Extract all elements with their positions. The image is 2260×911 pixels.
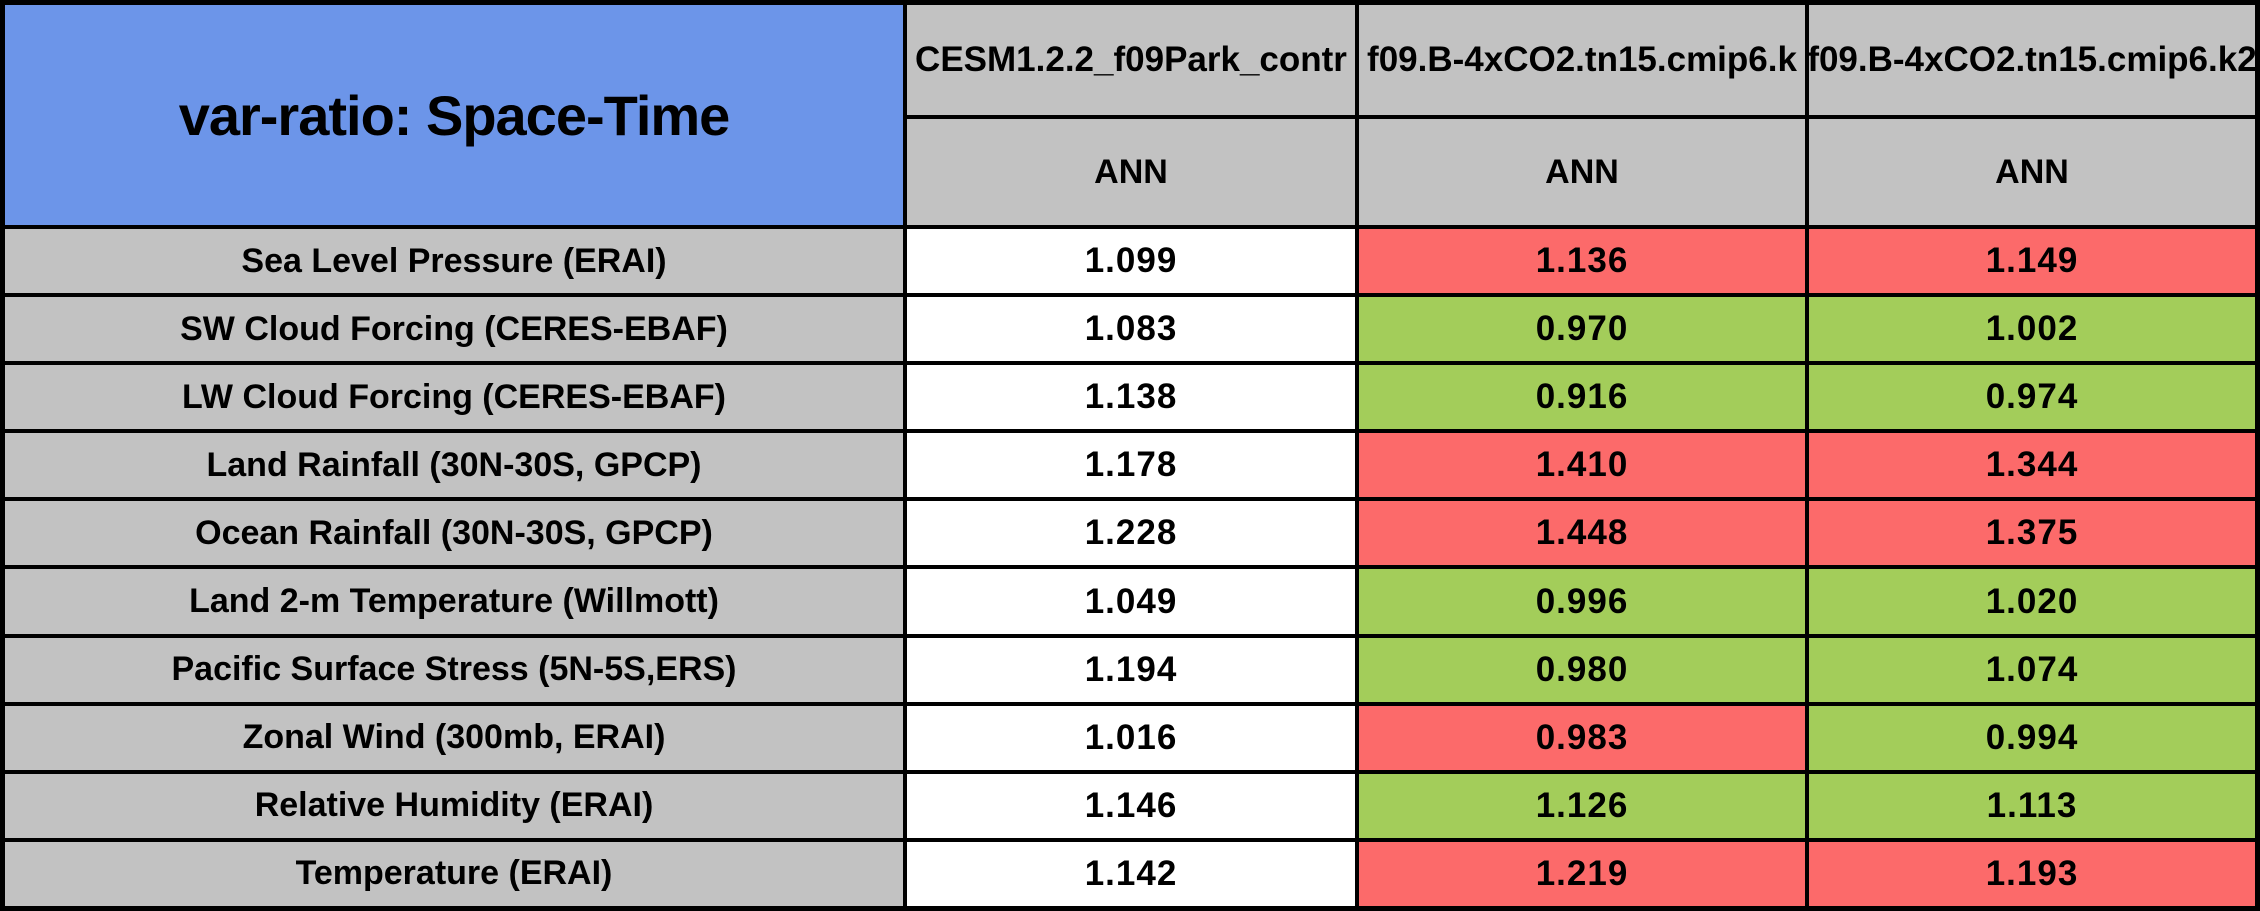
value-cell: 1.146	[905, 771, 1357, 840]
column-header-model-1: CESM1.2.2_f09Park_contr	[905, 3, 1357, 117]
value-cell: 1.410	[1357, 431, 1807, 500]
value-cell: 1.113	[1807, 771, 2257, 840]
value-cell: 1.020	[1807, 567, 2257, 636]
value-cell: 1.344	[1807, 431, 2257, 500]
value-cell: 0.916	[1357, 363, 1807, 432]
value-cell: 0.980	[1357, 635, 1807, 704]
column-header-model-3: f09.B-4xCO2.tn15.cmip6.k2	[1807, 3, 2257, 117]
row-label: Temperature (ERAI)	[3, 839, 905, 908]
value-cell: 1.193	[1807, 839, 2257, 908]
value-cell: 1.448	[1357, 499, 1807, 568]
value-cell: 1.083	[905, 295, 1357, 364]
row-label: SW Cloud Forcing (CERES-EBAF)	[3, 295, 905, 364]
column-header-model-2-text: f09.B-4xCO2.tn15.cmip6.k	[1367, 40, 1797, 79]
row-label: LW Cloud Forcing (CERES-EBAF)	[3, 363, 905, 432]
value-cell: 0.994	[1807, 703, 2257, 772]
value-cell: 1.138	[905, 363, 1357, 432]
value-cell: 1.136	[1357, 227, 1807, 296]
column-header-season-2: ANN	[1357, 117, 1807, 227]
value-cell: 1.375	[1807, 499, 2257, 568]
value-cell: 1.149	[1807, 227, 2257, 296]
value-cell: 1.002	[1807, 295, 2257, 364]
value-cell: 1.049	[905, 567, 1357, 636]
row-label: Zonal Wind (300mb, ERAI)	[3, 703, 905, 772]
value-cell: 0.974	[1807, 363, 2257, 432]
value-cell: 1.194	[905, 635, 1357, 704]
column-header-model-1-text: CESM1.2.2_f09Park_contr	[915, 40, 1347, 79]
value-cell: 0.970	[1357, 295, 1807, 364]
table-title-text: var-ratio: Space-Time	[178, 83, 731, 147]
column-header-season-1: ANN	[905, 117, 1357, 227]
table-title: var-ratio: Space-Time	[3, 3, 905, 227]
column-header-model-2: f09.B-4xCO2.tn15.cmip6.k	[1357, 3, 1807, 117]
value-cell: 1.126	[1357, 771, 1807, 840]
value-cell: 0.983	[1357, 703, 1807, 772]
row-label: Land Rainfall (30N-30S, GPCP)	[3, 431, 905, 500]
row-label: Sea Level Pressure (ERAI)	[3, 227, 905, 296]
value-cell: 1.219	[1357, 839, 1807, 908]
value-cell: 1.016	[905, 703, 1357, 772]
row-label: Ocean Rainfall (30N-30S, GPCP)	[3, 499, 905, 568]
column-header-model-3-text: f09.B-4xCO2.tn15.cmip6.k2	[1807, 40, 2257, 79]
row-label: Land 2-m Temperature (Willmott)	[3, 567, 905, 636]
value-cell: 1.099	[905, 227, 1357, 296]
value-cell: 1.142	[905, 839, 1357, 908]
column-header-season-3: ANN	[1807, 117, 2257, 227]
row-label: Relative Humidity (ERAI)	[3, 771, 905, 840]
row-label: Pacific Surface Stress (5N-5S,ERS)	[3, 635, 905, 704]
value-cell: 1.178	[905, 431, 1357, 500]
value-cell: 1.228	[905, 499, 1357, 568]
value-cell: 1.074	[1807, 635, 2257, 704]
value-cell: 0.996	[1357, 567, 1807, 636]
